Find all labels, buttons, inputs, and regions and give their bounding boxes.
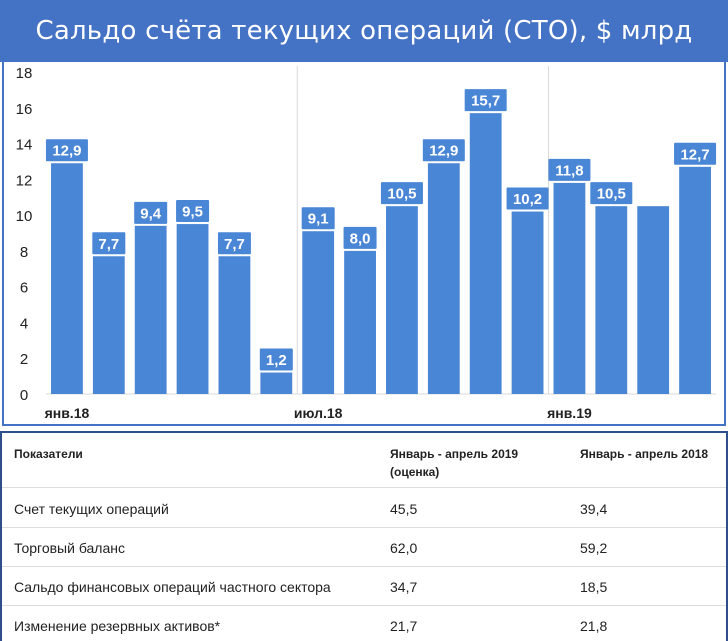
indicators-table: Показатели Январь - апрель 2019 (оценка)… [0,431,728,641]
bar [595,206,628,394]
row-value-2018: 18,5 [580,579,608,595]
bar-chart: 0 2 4 6 8 10 12 14 16 18 12,9 7,7 9,4 9,5 7,7 1,2 9,1 8,0… [16,65,717,421]
table-row: Сальдо финансовых операций частного сект… [2,568,726,606]
bar [469,113,502,394]
header-2019: Январь - апрель 2019 (оценка) [390,445,518,481]
x-tick-label: янв.18 [45,405,90,421]
y-tick-label: 4 [20,315,28,332]
data-label-bg [548,158,591,181]
row-value-2018: 59,2 [580,540,608,556]
data-label: 9,1 [308,211,329,228]
data-label: 10,5 [387,186,416,203]
table-row: Изменение резервных активов* 21,7 21,8 [2,607,726,641]
bar [134,225,167,394]
row-value-2019: 34,7 [390,579,418,595]
data-label: 10,2 [513,191,542,208]
data-label: 12,9 [429,143,458,160]
row-value-2018: 39,4 [580,501,608,517]
data-label: 9,4 [140,205,162,222]
bar [511,211,544,394]
data-label: 15,7 [471,93,500,110]
x-tick-label: янв.19 [547,405,592,421]
row-label: Изменение резервных активов* [14,618,221,634]
y-tick-label: 2 [20,351,28,368]
y-tick-label: 8 [20,244,28,261]
data-label: 7,7 [224,236,245,253]
table-row: Счет текущих операций 45,5 39,4 [2,490,726,528]
chart-title: Сальдо счёта текущих операций (СТО), $ м… [35,16,693,46]
data-label: 9,5 [182,204,203,221]
bar [92,256,125,394]
data-label: 12,7 [680,146,709,163]
data-label-bg [464,89,507,112]
bar [218,256,251,394]
data-label: 7,7 [98,236,119,253]
data-label-bg [259,348,293,371]
header-2019-note: (оценка) [390,465,440,479]
data-label: 12,9 [52,143,81,160]
bar [637,206,670,394]
y-tick-label: 6 [20,280,28,297]
header-indicators: Показатели [14,447,83,461]
data-label: 11,8 [555,162,583,179]
data-label-bg [45,139,88,162]
data-label-bg [343,226,377,249]
chart-area: 0 2 4 6 8 10 12 14 16 18 12,9 7,7 9,4 9,5 7,7 1,2 9,1 8,0… [2,62,726,426]
y-tick-label: 16 [16,101,33,118]
data-label: 1,2 [266,352,287,369]
row-label: Счет текущих операций [14,501,169,517]
bar [386,206,418,394]
bar [427,163,460,394]
table-header: Показатели Январь - апрель 2019 (оценка)… [2,433,726,488]
bar [344,250,376,394]
header-2019-period: Январь - апрель 2019 [390,447,519,461]
data-label-bg [590,182,633,205]
y-tick-label: 0 [20,387,28,404]
data-label: 8,0 [350,230,371,247]
bar [302,231,335,394]
table-row: Торговый баланс 62,0 59,2 [2,529,726,567]
row-value-2019: 21,7 [390,618,418,634]
bar [176,224,209,394]
chart-title-bar: Сальдо счёта текущих операций (СТО), $ м… [0,0,728,62]
y-tick-label: 12 [16,172,33,189]
data-label-bg [217,232,251,255]
data-label-bg [92,232,126,255]
y-tick-label: 14 [16,137,33,154]
row-value-2019: 45,5 [390,501,418,517]
data-label-bg [506,187,549,210]
bar [679,166,711,394]
data-label-bg [134,201,168,224]
bar [51,163,83,394]
data-label: 10,5 [597,186,626,203]
y-tick-label: 18 [16,65,33,82]
header-2018: Январь - апрель 2018 [580,447,709,461]
row-value-2018: 21,8 [580,618,608,634]
data-label-bg [301,207,335,230]
data-label-bg [422,139,465,162]
row-label: Сальдо финансовых операций частного сект… [14,579,331,595]
x-tick-label: июл.18 [294,405,343,421]
row-value-2019: 62,0 [390,540,418,556]
data-label-bg [176,200,210,223]
y-tick-label: 10 [16,208,33,225]
data-label-bg [674,142,717,165]
bar [260,372,293,394]
data-label-bg [380,182,423,205]
row-label: Торговый баланс [14,540,125,556]
bar [553,182,586,394]
